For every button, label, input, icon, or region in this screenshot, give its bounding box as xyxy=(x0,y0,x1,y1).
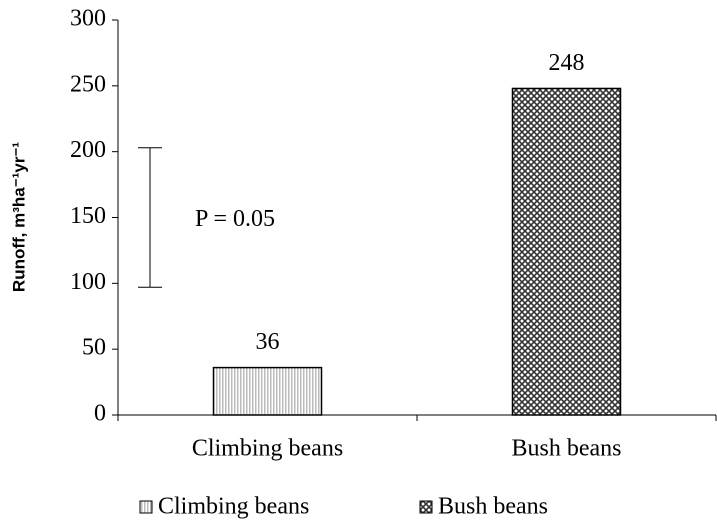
legend-swatch xyxy=(419,500,433,514)
y-axis-label: Runoff, m³ha⁻¹yr⁻¹ xyxy=(9,142,28,292)
data-label: 36 xyxy=(256,329,280,355)
y-tick-label: 150 xyxy=(70,203,106,229)
x-tick-label: Climbing beans xyxy=(192,436,343,462)
data-label: 248 xyxy=(549,50,585,76)
y-tick-label: 300 xyxy=(70,6,106,32)
y-tick-label: 200 xyxy=(70,137,106,163)
bar xyxy=(511,87,622,416)
x-tick-label: Bush beans xyxy=(512,436,622,462)
legend-swatch xyxy=(139,500,153,514)
bar xyxy=(212,366,323,416)
y-tick-label: 100 xyxy=(70,269,106,295)
y-tick-label: 0 xyxy=(94,401,106,427)
y-tick-label: 50 xyxy=(82,335,106,361)
legend-label: Climbing beans xyxy=(158,494,309,520)
annotation: P = 0.05 xyxy=(195,206,275,232)
legend-label: Bush beans xyxy=(438,494,548,520)
y-tick-label: 250 xyxy=(70,71,106,97)
